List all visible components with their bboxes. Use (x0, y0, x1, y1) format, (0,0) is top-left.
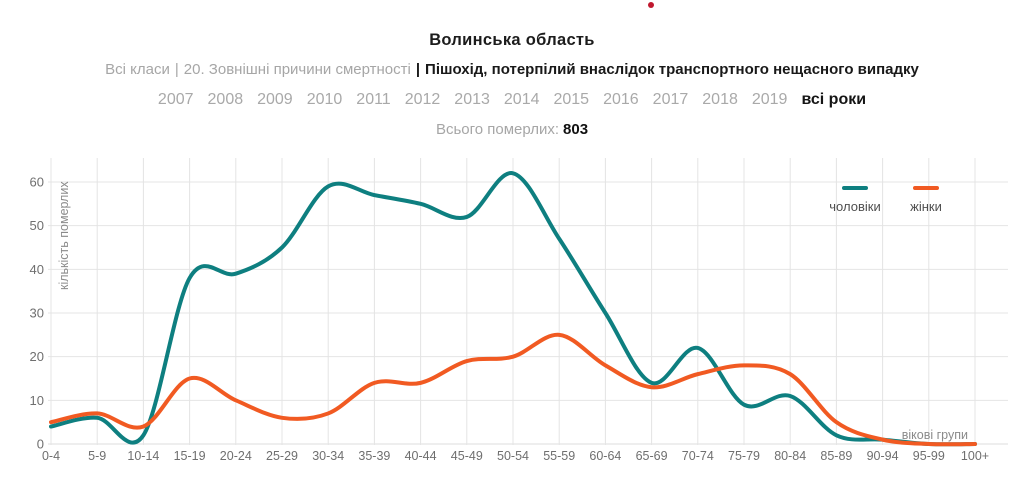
x-tick-label: 55-59 (543, 449, 575, 463)
x-tick-label: 20-24 (220, 449, 252, 463)
year-option[interactable]: 2009 (257, 91, 293, 108)
year-option[interactable]: 2019 (751, 91, 788, 108)
x-tick-label: 80-84 (774, 449, 806, 463)
x-tick-label: 95-99 (913, 449, 945, 463)
legend-women-label[interactable]: жінки (910, 199, 942, 214)
x-tick-label: 40-44 (405, 449, 437, 463)
y-tick-label: 10 (30, 393, 44, 408)
filter-class[interactable]: Всі класи (105, 61, 170, 78)
year-option[interactable]: 2018 (702, 91, 738, 108)
notification-dot (648, 2, 654, 8)
total-deaths-value: 803 (563, 121, 589, 138)
total-deaths-label: Всього померлих: (435, 121, 560, 138)
y-axis-title: кількість померлих (57, 181, 71, 290)
year-option[interactable]: 2017 (652, 91, 689, 108)
year-option[interactable]: 2016 (603, 91, 639, 108)
y-tick-label: 30 (30, 306, 44, 321)
x-tick-label: 75-79 (728, 449, 760, 463)
filter-separator: | (174, 61, 179, 78)
year-option-all[interactable]: всі роки (801, 91, 867, 108)
y-tick-label: 40 (30, 262, 44, 277)
filter-cause-detail[interactable]: Пішохід, потерпілий внаслідок транспортн… (425, 61, 919, 78)
year-option[interactable]: 2007 (157, 91, 194, 108)
filter-breadcrumb: Всі класи | 20. Зовнішні причини смертност… (0, 61, 1024, 78)
total-deaths: Всього померлих: 803 (0, 121, 1024, 138)
x-axis-title: вікові групи (902, 428, 968, 442)
year-option[interactable]: 2014 (503, 91, 540, 108)
year-option[interactable]: 2010 (306, 91, 343, 108)
x-tick-label: 5-9 (88, 449, 106, 463)
x-tick-label: 90-94 (867, 449, 899, 463)
filter-separator: | (415, 61, 421, 78)
year-option[interactable]: 2015 (553, 91, 590, 108)
x-tick-label: 100+ (961, 449, 989, 463)
x-tick-label: 25-29 (266, 449, 298, 463)
y-tick-label: 60 (30, 175, 44, 190)
y-tick-label: 0 (37, 437, 44, 452)
x-tick-label: 10-14 (127, 449, 159, 463)
x-tick-label: 15-19 (174, 449, 206, 463)
year-option[interactable]: 2013 (454, 91, 490, 108)
y-tick-label: 50 (30, 218, 44, 233)
year-option[interactable]: 2008 (207, 91, 244, 108)
x-tick-label: 65-69 (636, 449, 668, 463)
years-row: 2007 2008 2009 2010 2011 2012 2013 2014 2015 2016… (0, 91, 1024, 109)
women-series-line (49, 332, 977, 447)
x-tick-label: 85-89 (820, 449, 852, 463)
x-tick-label: 60-64 (589, 449, 621, 463)
x-tick-label: 0-4 (42, 449, 60, 463)
x-tick-label: 50-54 (497, 449, 529, 463)
year-option[interactable]: 2012 (404, 91, 441, 108)
x-tick-label: 45-49 (451, 449, 483, 463)
filter-cause-group[interactable]: 20. Зовнішні причини смертності (183, 61, 411, 78)
x-tick-label: 35-39 (358, 449, 390, 463)
legend-men-label[interactable]: чоловіки (829, 199, 880, 214)
x-tick-label: 70-74 (682, 449, 714, 463)
y-tick-label: 20 (30, 349, 44, 364)
men-series-line (49, 171, 977, 447)
page-title: Волинська область (429, 31, 595, 49)
year-option[interactable]: 2011 (356, 91, 391, 108)
x-tick-label: 30-34 (312, 449, 344, 463)
